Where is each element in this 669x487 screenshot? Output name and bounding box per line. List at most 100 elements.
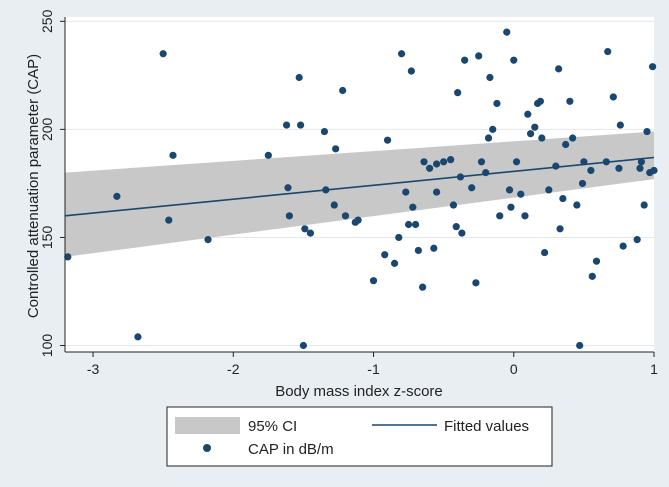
data-point: [426, 164, 434, 172]
legend-ci-label: 95% CI: [248, 418, 297, 435]
data-point: [339, 86, 347, 95]
data-point: [390, 259, 399, 267]
data-point: [602, 158, 610, 166]
data-point: [562, 140, 570, 149]
legend: 95% CI Fitted values CAP in dB/m: [166, 406, 553, 467]
data-point: [580, 158, 588, 166]
data-point: [616, 121, 624, 129]
data-point: [264, 151, 272, 159]
data-point: [295, 73, 303, 82]
data-point: [536, 97, 545, 105]
data-point: [556, 225, 564, 233]
legend-points-label: CAP in dB/m: [248, 441, 334, 458]
data-point: [320, 127, 329, 136]
data-point: [636, 164, 644, 172]
data-point: [165, 216, 173, 224]
data-point: [604, 47, 612, 56]
data-point: [299, 341, 308, 350]
data-point: [409, 203, 417, 211]
data-point: [489, 125, 497, 133]
data-point: [433, 160, 441, 168]
data-point: [648, 63, 657, 71]
data-point: [420, 158, 428, 166]
data-point: [332, 145, 340, 153]
data-point: [588, 272, 596, 280]
data-point: [587, 166, 595, 175]
data-point: [526, 130, 535, 138]
data-point: [615, 164, 623, 172]
data-point: [559, 194, 567, 203]
data-point: [503, 28, 511, 36]
data-point: [407, 67, 415, 75]
data-point: [592, 257, 601, 265]
data-point: [322, 186, 330, 194]
legend-point-marker: [203, 444, 211, 452]
data-point: [541, 248, 549, 257]
y-axis-title: Controlled attenuation parameter (CAP): [25, 54, 42, 318]
legend-box: [166, 406, 553, 467]
data-point: [484, 134, 493, 142]
y-ticks: 100 150 200 250: [39, 9, 65, 357]
data-point: [458, 229, 466, 237]
data-point: [449, 201, 458, 209]
data-point: [204, 236, 212, 244]
legend-ci-swatch: [175, 417, 240, 434]
data-point: [447, 156, 455, 164]
data-point: [461, 56, 469, 64]
data-point: [397, 50, 406, 58]
data-point: [430, 244, 438, 252]
data-point: [402, 188, 410, 196]
data-point: [285, 212, 293, 220]
data-point: [330, 201, 338, 209]
data-point: [301, 225, 309, 233]
ci-band: [65, 131, 654, 257]
data-point: [440, 158, 448, 166]
data-point: [512, 158, 521, 166]
scatter-points: [64, 28, 658, 350]
y-tick-label: 150: [39, 226, 55, 250]
data-point: [395, 233, 403, 242]
data-point: [433, 188, 441, 196]
data-point: [159, 50, 167, 58]
data-point: [578, 179, 587, 188]
data-point: [524, 110, 532, 118]
data-point: [404, 220, 413, 229]
data-point: [643, 127, 651, 136]
data-point: [619, 242, 627, 250]
data-point: [517, 190, 525, 198]
data-point: [169, 151, 177, 159]
data-point: [496, 212, 504, 220]
data-point: [573, 201, 581, 209]
data-point: [505, 186, 514, 194]
data-point: [521, 212, 529, 220]
x-tick-label: -3: [87, 361, 100, 377]
data-point: [113, 192, 121, 200]
data-point: [383, 136, 392, 144]
data-point: [369, 277, 378, 285]
x-tick-label: -2: [227, 361, 240, 377]
data-point: [609, 93, 617, 101]
x-tick-label: 1: [650, 361, 658, 377]
data-point: [284, 184, 292, 192]
data-point: [282, 121, 291, 129]
data-point: [566, 97, 574, 105]
data-point: [552, 162, 560, 170]
data-point: [414, 246, 422, 255]
data-point: [477, 158, 486, 166]
data-point: [354, 216, 362, 224]
data-point: [341, 212, 350, 220]
x-axis-title: Body mass index z-score: [275, 383, 443, 400]
data-point: [306, 229, 315, 237]
data-point: [510, 56, 518, 64]
data-point: [456, 173, 465, 181]
data-point: [381, 251, 389, 259]
data-point: [538, 134, 546, 142]
data-point: [134, 333, 142, 341]
data-point: [576, 341, 584, 350]
data-point: [637, 158, 645, 166]
data-point: [411, 220, 420, 229]
x-ticks: -3 -2 -1 0 1: [87, 352, 658, 377]
data-point: [486, 73, 494, 82]
data-point: [569, 134, 577, 142]
data-point: [633, 236, 641, 244]
